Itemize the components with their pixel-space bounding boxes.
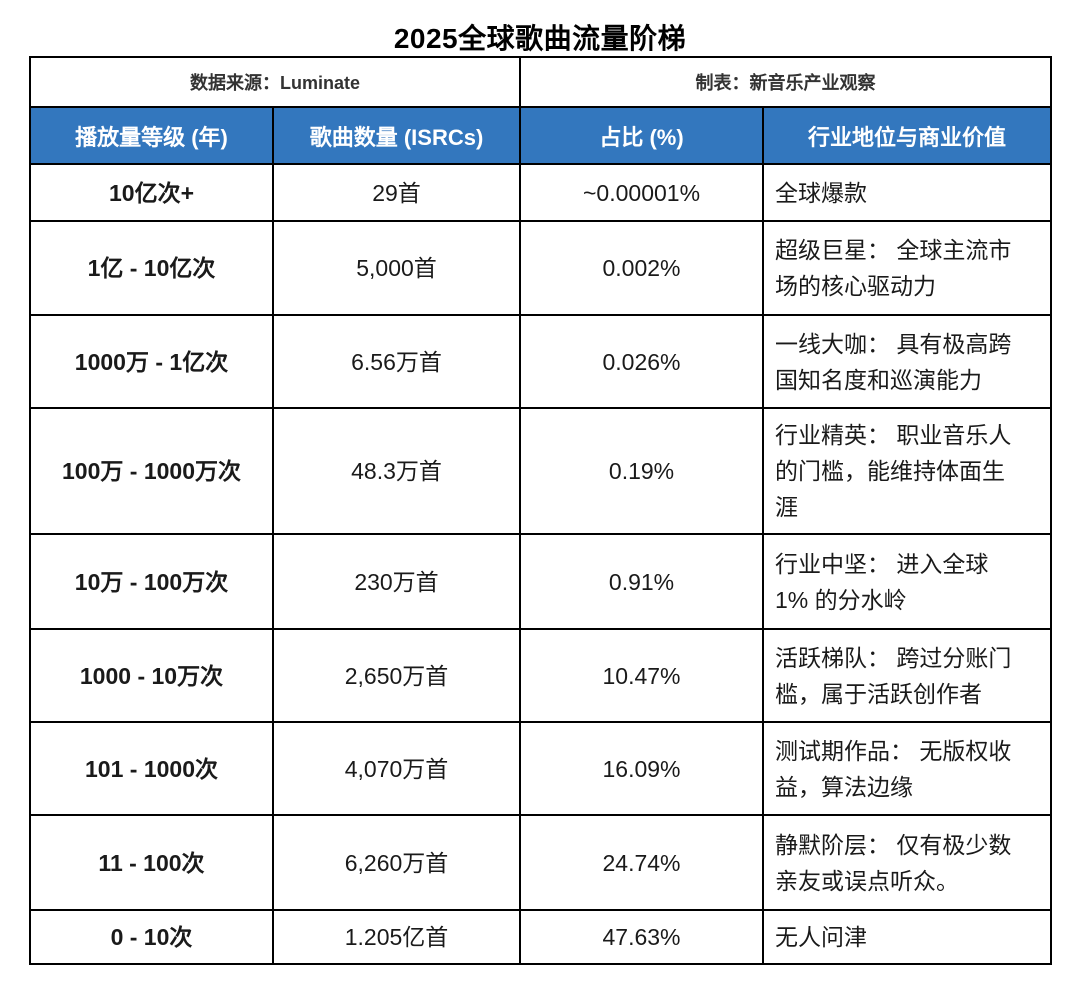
cell-songs: 6,260万首 [271, 814, 522, 911]
cell-share: 0.002% [519, 220, 765, 316]
cell-value: 超级巨星： 全球主流市场的核心驱动力 [762, 220, 1053, 316]
data-source-label: 数据来源：Luminate [28, 56, 522, 108]
column-header-share: 占比 (%) [519, 106, 765, 165]
cell-value: 静默阶层： 仅有极少数亲友或误点听众。 [762, 814, 1053, 911]
cell-tier: 10万 - 100万次 [29, 533, 274, 630]
table-row: 1000万 - 1亿次 6.56万首 0.026% 一线大咖： 具有极高跨国知名度和巡… [29, 314, 1053, 409]
cell-tier: 0 - 10次 [29, 909, 274, 965]
table-row: 1000 - 10万次 2,650万首 10.47% 活跃梯队： 跨过分账门槛，属于活… [29, 628, 1053, 723]
table-row: 100万 - 1000万次 48.3万首 0.19% 行业精英： 职业音乐人的门槛，能… [29, 407, 1053, 535]
cell-share: 16.09% [519, 721, 765, 816]
cell-share: ~0.00001% [519, 163, 765, 222]
cell-value: 全球爆款 [762, 163, 1053, 222]
cell-songs: 48.3万首 [271, 407, 522, 535]
cell-tier: 1000 - 10万次 [29, 628, 274, 723]
meta-row: 数据来源：Luminate 制表：新音乐产业观察 [28, 56, 1053, 108]
cell-tier: 100万 - 1000万次 [29, 407, 274, 535]
cell-share: 47.63% [519, 909, 765, 965]
cell-share: 0.026% [519, 314, 765, 409]
column-header-value: 行业地位与商业价值 [762, 106, 1053, 165]
table-row: 10亿次+ 29首 ~0.00001% 全球爆款 [29, 163, 1053, 222]
cell-songs: 4,070万首 [271, 721, 522, 816]
cell-tier: 1亿 - 10亿次 [29, 220, 274, 316]
cell-tier: 10亿次+ [29, 163, 274, 222]
cell-tier: 11 - 100次 [29, 814, 274, 911]
page-title: 2025全球歌曲流量阶梯 [393, 23, 687, 54]
cell-tier: 101 - 1000次 [29, 721, 274, 816]
table-body: 10亿次+ 29首 ~0.00001% 全球爆款 1亿 - 10亿次 5,000首 0.00… [29, 163, 1053, 965]
table-row: 10万 - 100万次 230万首 0.91% 行业中坚： 进入全球 1% 的分水岭 [29, 533, 1053, 630]
table-row: 0 - 10次 1.205亿首 47.63% 无人问津 [29, 909, 1053, 965]
streaming-tier-table: 数据来源：Luminate 制表：新音乐产业观察 播放量等级 (年) 歌曲数量 … [28, 56, 1053, 965]
table-row: 11 - 100次 6,260万首 24.74% 静默阶层： 仅有极少数亲友或误点听众… [29, 814, 1053, 911]
cell-value: 无人问津 [762, 909, 1053, 965]
cell-share: 0.91% [519, 533, 765, 630]
cell-songs: 6.56万首 [271, 314, 522, 409]
cell-value: 活跃梯队： 跨过分账门槛，属于活跃创作者 [762, 628, 1053, 723]
cell-value: 行业中坚： 进入全球 1% 的分水岭 [762, 533, 1053, 630]
cell-songs: 29首 [271, 163, 522, 222]
cell-value: 测试期作品： 无版权收益，算法边缘 [762, 721, 1053, 816]
column-header-row: 播放量等级 (年) 歌曲数量 (ISRCs) 占比 (%) 行业地位与商业价值 [29, 106, 1053, 165]
column-header-songs: 歌曲数量 (ISRCs) [271, 106, 522, 165]
cell-share: 0.19% [519, 407, 765, 535]
cell-share: 24.74% [519, 814, 765, 911]
table-credit-label: 制表：新音乐产业观察 [519, 56, 1053, 108]
cell-songs: 1.205亿首 [271, 909, 522, 965]
column-header-tier: 播放量等级 (年) [29, 106, 274, 165]
cell-tier: 1000万 - 1亿次 [29, 314, 274, 409]
cell-value: 一线大咖： 具有极高跨国知名度和巡演能力 [762, 314, 1053, 409]
cell-songs: 230万首 [271, 533, 522, 630]
cell-share: 10.47% [519, 628, 765, 723]
table-row: 1亿 - 10亿次 5,000首 0.002% 超级巨星： 全球主流市场的核心驱动力 [29, 220, 1053, 316]
cell-value: 行业精英： 职业音乐人的门槛，能维持体面生涯 [762, 407, 1053, 535]
table-row: 101 - 1000次 4,070万首 16.09% 测试期作品： 无版权收益，算法边… [29, 721, 1053, 816]
cell-songs: 2,650万首 [271, 628, 522, 723]
cell-songs: 5,000首 [271, 220, 522, 316]
